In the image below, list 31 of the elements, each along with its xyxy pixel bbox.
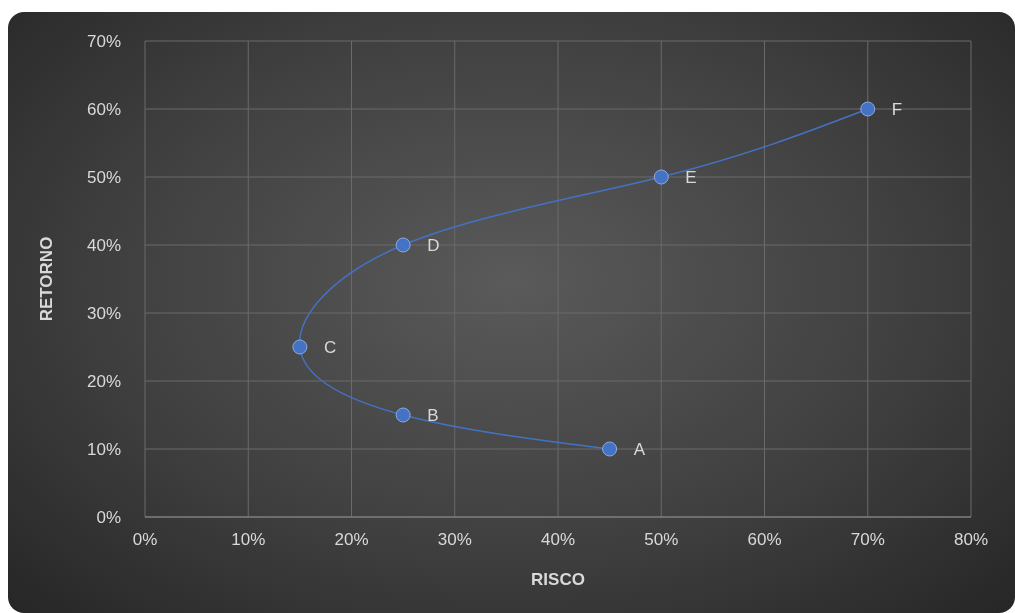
- annotation: C: [323, 338, 337, 358]
- y-tick-label: 60%: [86, 100, 121, 120]
- point: [395, 407, 411, 423]
- y-tick-label: 20%: [86, 372, 121, 392]
- point: [653, 169, 669, 185]
- annotation: E: [685, 168, 697, 188]
- annotation: D: [427, 236, 440, 256]
- point: [292, 339, 308, 355]
- annotation: A: [633, 440, 646, 460]
- point: [860, 101, 876, 117]
- x-tick-label: 70%: [850, 530, 885, 550]
- y-tick-label: 40%: [86, 236, 121, 256]
- y-tick-label: 50%: [86, 168, 121, 188]
- x-tick-label: 40%: [540, 530, 576, 550]
- y-tick-label: 30%: [86, 304, 121, 324]
- x-tick-label: 60%: [747, 530, 782, 550]
- y-tick-label: 10%: [86, 440, 121, 460]
- x-tick-label: 20%: [334, 530, 369, 550]
- x-tick-label: 30%: [437, 530, 472, 550]
- x-tick-label: 80%: [953, 530, 989, 550]
- x-tick-label: 50%: [644, 530, 679, 550]
- annotation: B: [427, 406, 439, 426]
- annotation: F: [891, 100, 903, 120]
- point: [602, 441, 618, 457]
- point: [395, 237, 411, 253]
- x-tick-label: 0%: [132, 530, 158, 550]
- y-axis-title: RETORNO: [37, 236, 57, 322]
- x-axis-title: RISCO: [531, 570, 585, 589]
- y-tick-label: 0%: [96, 508, 121, 528]
- y-tick-label: 70%: [86, 32, 121, 52]
- x-tick-label: 10%: [231, 530, 266, 550]
